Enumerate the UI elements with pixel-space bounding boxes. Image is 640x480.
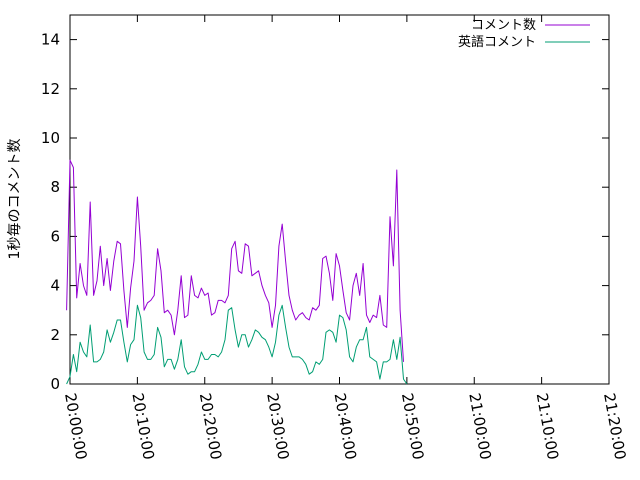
y-tick-label: 2 xyxy=(50,326,60,344)
x-tick-label: 21:00:00 xyxy=(465,392,494,461)
series-line-0 xyxy=(66,159,404,362)
series-layer xyxy=(66,159,408,385)
legend: コメント数 英語コメント xyxy=(458,18,590,50)
x-tick-label: 20:00:00 xyxy=(61,392,90,461)
y-tick-label: 8 xyxy=(50,178,60,196)
y-tick-label: 12 xyxy=(41,80,60,98)
y-tick-label: 6 xyxy=(50,227,60,245)
plot-area-frame xyxy=(69,14,610,385)
x-tick-label: 20:30:00 xyxy=(263,392,292,461)
y-tick-label: 10 xyxy=(41,129,60,147)
x-tick-label: 20:50:00 xyxy=(398,392,427,461)
legend-label-series-0: コメント数 xyxy=(471,18,536,33)
y-axis: 0 2 4 6 8 10 12 14 xyxy=(41,31,609,393)
legend-label-series-1: 英語コメント xyxy=(458,34,536,50)
x-tick-label: 21:10:00 xyxy=(533,392,562,461)
x-tick-label: 21:20:00 xyxy=(600,392,629,461)
x-tick-label: 20:40:00 xyxy=(331,392,360,461)
y-tick-label: 14 xyxy=(41,31,60,49)
x-tick-label: 20:10:00 xyxy=(128,392,157,461)
x-tick-label: 20:20:00 xyxy=(196,392,225,461)
x-axis: 20:00:00 20:10:00 20:20:00 20:30:00 20:40:00… xyxy=(61,15,629,461)
series-line-1 xyxy=(66,304,408,385)
y-tick-label: 4 xyxy=(50,277,60,295)
y-tick-label: 0 xyxy=(50,375,60,393)
y-axis-title: 1秒毎のコメント数 xyxy=(7,139,23,260)
